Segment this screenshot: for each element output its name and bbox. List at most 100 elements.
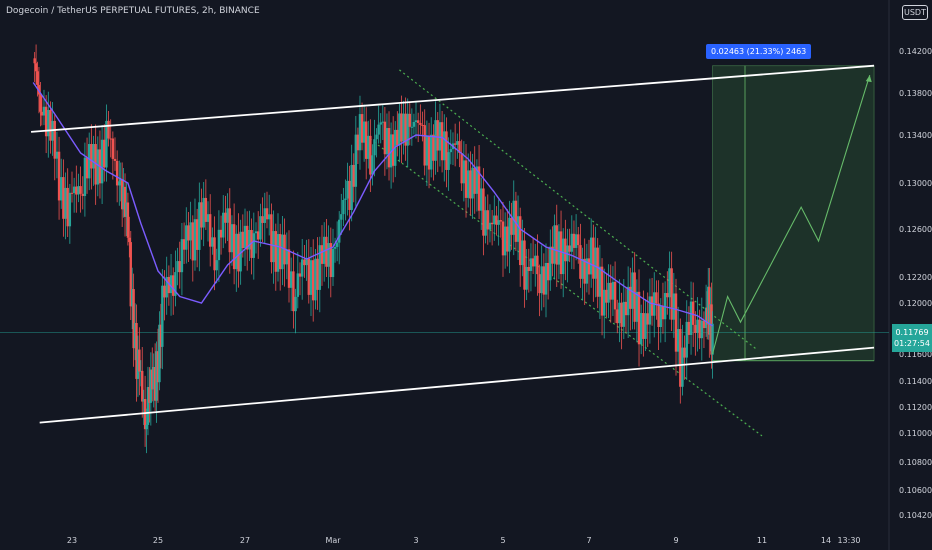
candle-body: [172, 275, 175, 296]
candle-body: [146, 387, 150, 425]
candle-body: [620, 302, 623, 327]
candle-body: [402, 113, 405, 142]
candle-body: [285, 249, 288, 265]
rising-channel-upper: [30, 64, 875, 133]
candle-body: [138, 349, 141, 372]
candle-body: [700, 320, 703, 339]
time-tick-label: 13:30: [837, 536, 860, 545]
price-tick-label: 0.11600: [899, 350, 932, 359]
candle-body: [198, 202, 201, 250]
candle-body: [113, 158, 117, 161]
candle-body: [270, 214, 273, 263]
candle-body: [187, 225, 190, 241]
candle-body: [531, 258, 535, 267]
candle-body: [367, 135, 370, 159]
candle-body: [206, 214, 210, 222]
candle-body: [493, 215, 496, 225]
candle-body: [346, 180, 349, 199]
candle-body: [659, 305, 662, 328]
candle-body: [551, 246, 554, 264]
candle-body: [307, 258, 310, 295]
candle-body: [668, 268, 671, 298]
candle-body: [75, 186, 78, 195]
candle-body: [373, 139, 376, 156]
candle-body: [506, 226, 509, 252]
projection-path: [712, 74, 871, 355]
candle-body: [66, 187, 69, 227]
candle-body: [542, 266, 546, 295]
candle-body: [68, 192, 72, 227]
candle-body: [342, 199, 345, 215]
candle-body: [161, 285, 164, 347]
moving-average-line: [32, 82, 713, 327]
candle-body: [204, 197, 208, 222]
last-price-value: 0.11769: [895, 328, 929, 337]
candle-body: [142, 399, 145, 402]
candle-body: [613, 281, 617, 310]
candle-body: [499, 220, 503, 222]
price-tick-label: 0.11400: [899, 377, 932, 386]
candle-body: [348, 180, 351, 210]
candle-body: [618, 302, 621, 324]
candle-body: [592, 237, 595, 279]
projection-arrowhead: [865, 75, 872, 83]
candle-body: [213, 237, 216, 271]
candle-body: [650, 296, 654, 316]
candle-body: [475, 166, 479, 194]
candle-body: [325, 236, 328, 267]
candle-body: [508, 217, 511, 252]
candle-body: [387, 128, 391, 168]
candle-body: [414, 120, 418, 123]
candle-body: [385, 128, 389, 155]
candle-body: [527, 266, 530, 271]
time-tick-label: 23: [67, 536, 77, 545]
candle-body: [263, 208, 266, 223]
candle-body: [568, 245, 571, 252]
candle-body: [118, 181, 121, 186]
candle-body: [525, 266, 528, 290]
candle-body: [193, 219, 197, 261]
candle-body: [676, 329, 680, 352]
candle-body: [559, 231, 563, 275]
candle-body: [109, 138, 112, 140]
time-tick-label: 9: [673, 536, 678, 545]
candle-body: [646, 313, 649, 325]
target-label: 0.02463 (21.33%) 2463: [706, 44, 812, 59]
candle-body: [626, 286, 630, 316]
candle-body: [228, 208, 231, 253]
candle-body: [131, 289, 134, 307]
candle-body: [440, 122, 444, 161]
candle-body: [692, 301, 695, 325]
time-tick-label: 14: [821, 536, 831, 545]
candle-body: [495, 215, 498, 225]
candle-body: [557, 231, 561, 265]
candle-body: [224, 212, 227, 223]
currency-selector[interactable]: USDT: [902, 5, 928, 20]
candle-body: [53, 120, 56, 159]
candle-body: [616, 309, 619, 324]
candle-body: [523, 240, 526, 290]
candle-body: [265, 208, 269, 220]
candle-body: [486, 210, 489, 230]
candle-body: [62, 177, 65, 219]
candle-body: [318, 245, 321, 290]
candle-body: [36, 71, 39, 86]
candle-body: [383, 121, 387, 155]
candle-body: [425, 136, 429, 166]
candle-body: [352, 164, 355, 187]
candle-body: [512, 200, 515, 235]
candle-body: [333, 246, 337, 249]
candle-body: [34, 63, 38, 72]
last-price-tag: 0.11769 01:27:54: [892, 324, 932, 352]
candle-body: [503, 226, 507, 256]
candle-body: [538, 274, 541, 294]
candle-body: [672, 293, 676, 320]
candle-body: [294, 296, 297, 312]
candle-body: [128, 237, 131, 243]
candle-body: [611, 281, 615, 300]
price-tick-label: 0.14200: [899, 47, 932, 56]
candle-body: [44, 106, 48, 137]
candle-body: [570, 233, 573, 252]
candle-body: [83, 157, 87, 197]
